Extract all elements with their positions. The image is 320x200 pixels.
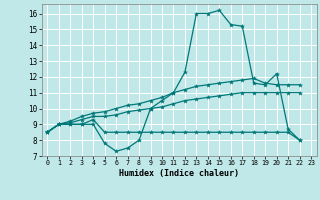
X-axis label: Humidex (Indice chaleur): Humidex (Indice chaleur) — [119, 169, 239, 178]
